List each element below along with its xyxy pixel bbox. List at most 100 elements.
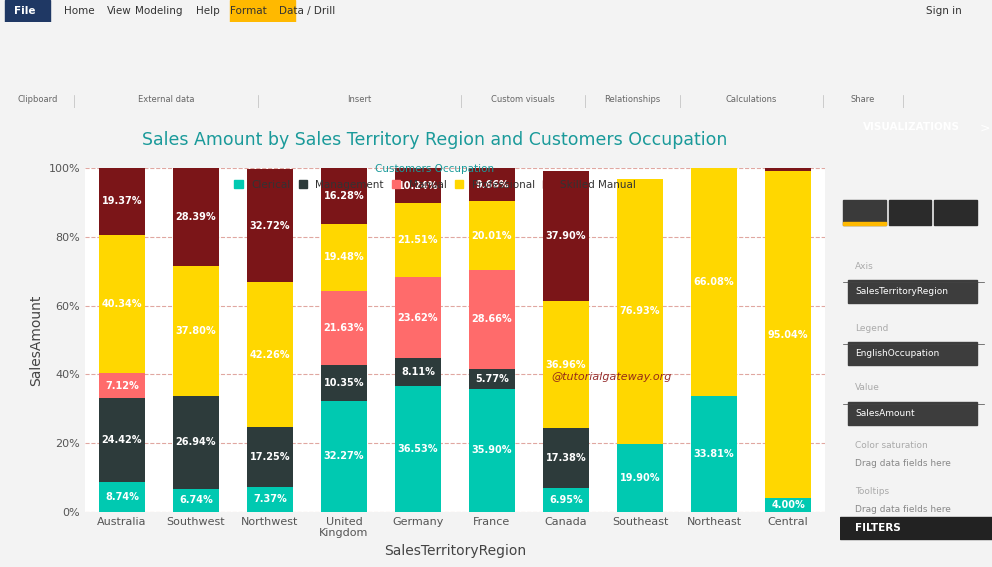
Bar: [99, 398, 145, 482]
Text: 17.25%: 17.25%: [250, 452, 291, 462]
Text: 35.90%: 35.90%: [472, 445, 512, 455]
Text: 8.11%: 8.11%: [401, 367, 434, 378]
Bar: [617, 443, 663, 512]
Text: SalesTerritoryRegion: SalesTerritoryRegion: [855, 287, 948, 296]
Bar: [847, 402, 977, 425]
Text: 10.24%: 10.24%: [398, 180, 438, 191]
Bar: [321, 168, 367, 224]
Bar: [843, 200, 886, 225]
Bar: [395, 277, 440, 358]
Bar: [469, 201, 515, 270]
Bar: [469, 168, 515, 201]
Text: 20.01%: 20.01%: [472, 231, 512, 240]
Text: FILTERS: FILTERS: [855, 523, 901, 533]
Text: 42.26%: 42.26%: [250, 350, 291, 359]
Text: 16.28%: 16.28%: [323, 191, 364, 201]
Text: Calculations: Calculations: [726, 95, 777, 104]
Bar: [395, 168, 440, 203]
Bar: [469, 270, 515, 369]
Text: VISUALIZATIONS: VISUALIZATIONS: [863, 122, 960, 132]
Text: 17.38%: 17.38%: [546, 453, 586, 463]
Bar: [543, 488, 589, 512]
Y-axis label: SalesAmount: SalesAmount: [29, 294, 43, 386]
Text: 21.63%: 21.63%: [323, 323, 364, 333]
Text: 36.53%: 36.53%: [398, 444, 438, 454]
Bar: [543, 428, 589, 488]
Text: Relationships: Relationships: [604, 95, 661, 104]
Bar: [321, 291, 367, 365]
Bar: [691, 168, 737, 396]
Text: 10.35%: 10.35%: [323, 378, 364, 388]
Text: Data / Drill: Data / Drill: [280, 6, 335, 16]
Text: 6.74%: 6.74%: [180, 496, 213, 505]
Bar: [321, 401, 367, 512]
Text: 7.37%: 7.37%: [253, 494, 287, 504]
Bar: [99, 168, 145, 235]
Bar: [847, 342, 977, 365]
Text: 5.77%: 5.77%: [475, 374, 509, 384]
Bar: [889, 200, 931, 225]
Bar: [617, 179, 663, 443]
Bar: [543, 301, 589, 428]
Text: Tooltips: Tooltips: [855, 486, 889, 496]
Text: 28.66%: 28.66%: [471, 314, 512, 324]
Bar: [843, 222, 886, 225]
Bar: [247, 282, 293, 428]
Text: 95.04%: 95.04%: [768, 330, 808, 340]
Bar: [469, 369, 515, 388]
Text: 19.37%: 19.37%: [102, 196, 142, 206]
Bar: [847, 280, 977, 303]
Text: 66.08%: 66.08%: [693, 277, 734, 287]
Text: Insert: Insert: [347, 95, 372, 104]
Bar: [99, 482, 145, 512]
Text: Help: Help: [196, 6, 220, 16]
Text: Drag data fields here: Drag data fields here: [855, 459, 951, 468]
Legend: Clerical, Management, Manual, Professional, Skilled Manual: Clerical, Management, Manual, Profession…: [232, 162, 638, 192]
Bar: [173, 266, 219, 396]
Text: Drag data fields here: Drag data fields here: [855, 505, 951, 514]
X-axis label: SalesTerritoryRegion: SalesTerritoryRegion: [384, 544, 526, 558]
Bar: [5, 0, 50, 22]
Text: SalesAmount: SalesAmount: [855, 409, 915, 418]
Bar: [321, 365, 367, 401]
Text: 4.00%: 4.00%: [771, 500, 805, 510]
Text: 19.90%: 19.90%: [620, 473, 661, 483]
Text: Sales Amount by Sales Territory Region and Customers Occupation: Sales Amount by Sales Territory Region a…: [142, 131, 728, 149]
Text: Legend: Legend: [855, 324, 889, 333]
Text: File: File: [14, 6, 36, 16]
Text: 21.51%: 21.51%: [398, 235, 438, 245]
Bar: [395, 358, 440, 386]
Text: 37.80%: 37.80%: [176, 326, 216, 336]
Bar: [173, 396, 219, 489]
Text: 28.39%: 28.39%: [176, 212, 216, 222]
Text: 36.96%: 36.96%: [546, 359, 586, 370]
Text: Modeling: Modeling: [135, 6, 183, 16]
Bar: [230, 0, 295, 22]
Text: 76.93%: 76.93%: [620, 306, 661, 316]
Text: 23.62%: 23.62%: [398, 313, 438, 323]
Text: 32.72%: 32.72%: [250, 221, 291, 231]
Text: Clipboard: Clipboard: [17, 95, 58, 104]
Text: View: View: [107, 6, 131, 16]
Text: >: >: [980, 122, 990, 135]
Bar: [395, 386, 440, 512]
Text: EnglishOccupation: EnglishOccupation: [855, 349, 939, 358]
Text: 9.66%: 9.66%: [475, 180, 509, 189]
Bar: [840, 517, 992, 539]
Text: Sign in: Sign in: [927, 6, 962, 16]
Bar: [765, 498, 810, 512]
Bar: [934, 200, 977, 225]
Text: External data: External data: [138, 95, 194, 104]
Text: @tutorialgateway.org: @tutorialgateway.org: [552, 371, 672, 382]
Text: 19.48%: 19.48%: [323, 252, 364, 263]
Text: Value: Value: [855, 383, 880, 392]
Bar: [765, 171, 810, 498]
Text: 24.42%: 24.42%: [102, 435, 142, 445]
Text: Axis: Axis: [855, 262, 874, 271]
Text: 33.81%: 33.81%: [693, 449, 734, 459]
Bar: [247, 486, 293, 512]
Bar: [765, 168, 810, 171]
Bar: [543, 171, 589, 301]
Text: Color saturation: Color saturation: [855, 441, 928, 450]
Text: 32.27%: 32.27%: [323, 451, 364, 462]
